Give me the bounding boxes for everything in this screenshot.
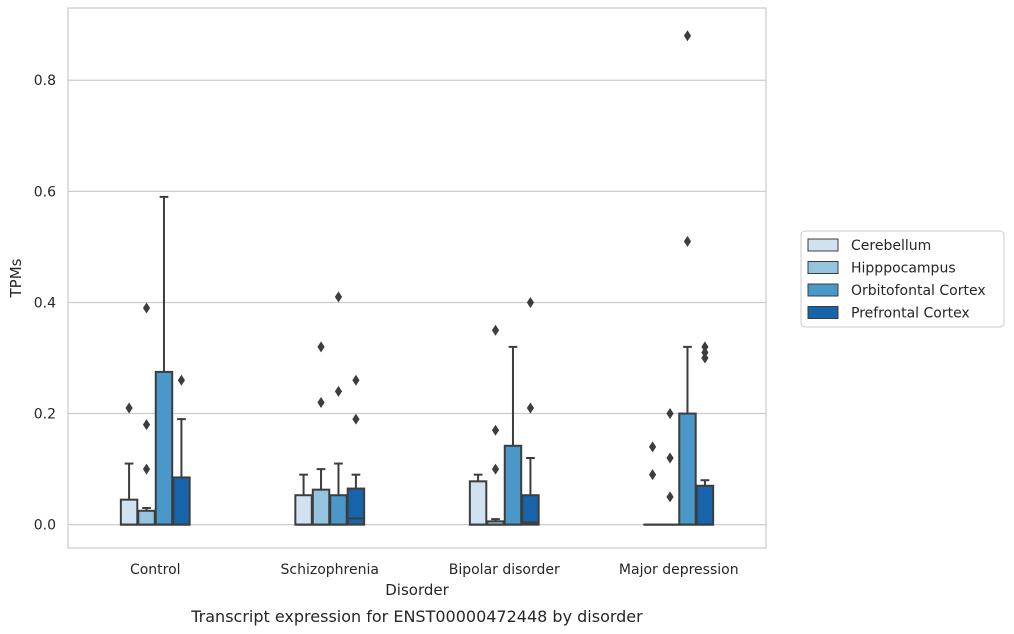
outlier-marker bbox=[125, 402, 133, 414]
box-iqr bbox=[172, 476, 191, 526]
outlier-marker bbox=[701, 352, 709, 364]
x-tick-labels: Control Schizophrenia Bipolar disorder Majo… bbox=[130, 562, 739, 578]
box-iqr bbox=[311, 488, 331, 526]
outlier-marker bbox=[317, 396, 325, 408]
x-tick-label: Schizophrenia bbox=[281, 562, 379, 578]
legend-swatch bbox=[807, 306, 839, 319]
legend-swatch bbox=[807, 283, 839, 297]
outlier-marker bbox=[648, 469, 657, 481]
box-iqr bbox=[294, 494, 313, 526]
box-group bbox=[154, 195, 174, 526]
x-tick-label: Control bbox=[130, 562, 181, 578]
outlier-marker bbox=[491, 424, 500, 436]
y-tick-label: 0.6 bbox=[34, 184, 56, 200]
box-iqr bbox=[468, 480, 488, 526]
outlier-marker bbox=[142, 302, 151, 314]
outlier-marker bbox=[526, 402, 535, 414]
box-group bbox=[486, 324, 505, 526]
y-axis-label: TPMs bbox=[7, 258, 25, 298]
y-tick-label: 0.8 bbox=[34, 73, 56, 89]
outlier-marker bbox=[666, 452, 674, 464]
outlier-marker bbox=[666, 408, 674, 420]
outlier-marker bbox=[526, 296, 535, 308]
box-group bbox=[695, 341, 715, 526]
plot-background bbox=[68, 8, 766, 548]
outlier-marker bbox=[491, 463, 500, 475]
x-tick-label: Major depression bbox=[619, 562, 739, 578]
outlier-marker bbox=[334, 385, 343, 397]
box-group bbox=[521, 296, 540, 526]
y-tick-label: 0.0 bbox=[34, 518, 56, 534]
legend-label: Hipppocampus bbox=[851, 261, 956, 277]
box-iqr bbox=[521, 494, 540, 526]
box-group bbox=[294, 473, 313, 526]
legend: Cerebellum Hipppocampus Orbitofontal Corte… bbox=[800, 230, 1005, 328]
outlier-marker bbox=[317, 341, 325, 353]
box-iqr bbox=[119, 498, 139, 526]
outlier-marker bbox=[142, 419, 151, 431]
outlier-marker bbox=[648, 441, 657, 453]
outlier-marker bbox=[352, 413, 360, 425]
box-group bbox=[172, 374, 191, 526]
outlier-marker bbox=[683, 30, 692, 42]
box-iqr bbox=[503, 444, 523, 526]
legend-frame bbox=[800, 230, 1005, 328]
y-tick-label: 0.2 bbox=[34, 407, 56, 423]
outlier-marker bbox=[334, 291, 343, 303]
box-group bbox=[468, 473, 488, 526]
box-group bbox=[329, 291, 348, 526]
box-group bbox=[137, 302, 156, 526]
box-iqr bbox=[346, 487, 366, 526]
x-axis-label: Disorder bbox=[385, 581, 449, 599]
outlier-marker bbox=[352, 374, 360, 386]
outlier-marker bbox=[701, 341, 709, 353]
legend-label: Prefrontal Cortex bbox=[851, 306, 970, 322]
box-plots bbox=[119, 30, 715, 526]
legend-swatch bbox=[807, 261, 839, 274]
legend-swatch bbox=[807, 238, 839, 252]
outlier-marker bbox=[701, 346, 709, 358]
outlier-marker bbox=[491, 324, 500, 336]
box-iqr bbox=[695, 484, 715, 526]
outlier-marker bbox=[666, 491, 674, 503]
box-iqr bbox=[329, 494, 348, 526]
box-group bbox=[660, 408, 680, 526]
legend-label: Orbitofontal Cortex bbox=[851, 283, 986, 299]
chart-caption: Transcript expression for ENST0000047244… bbox=[190, 607, 643, 626]
outlier-marker bbox=[142, 463, 151, 475]
y-tick-label: 0.4 bbox=[34, 295, 56, 311]
box-group bbox=[311, 341, 331, 526]
box-group bbox=[678, 30, 697, 526]
outlier-marker bbox=[177, 374, 186, 386]
box-iqr bbox=[678, 412, 697, 526]
box-iqr bbox=[137, 509, 156, 526]
x-tick-label: Bipolar disorder bbox=[449, 562, 560, 578]
plot-frame bbox=[67, 7, 767, 549]
box-iqr bbox=[154, 370, 174, 526]
box-group bbox=[503, 345, 523, 526]
box-group bbox=[346, 374, 366, 526]
outlier-marker bbox=[683, 235, 692, 247]
box-group bbox=[119, 402, 139, 526]
y-tick-labels: 0.0 0.2 0.4 0.6 0.8 bbox=[34, 73, 56, 533]
legend-label: Cerebellum bbox=[851, 238, 931, 254]
